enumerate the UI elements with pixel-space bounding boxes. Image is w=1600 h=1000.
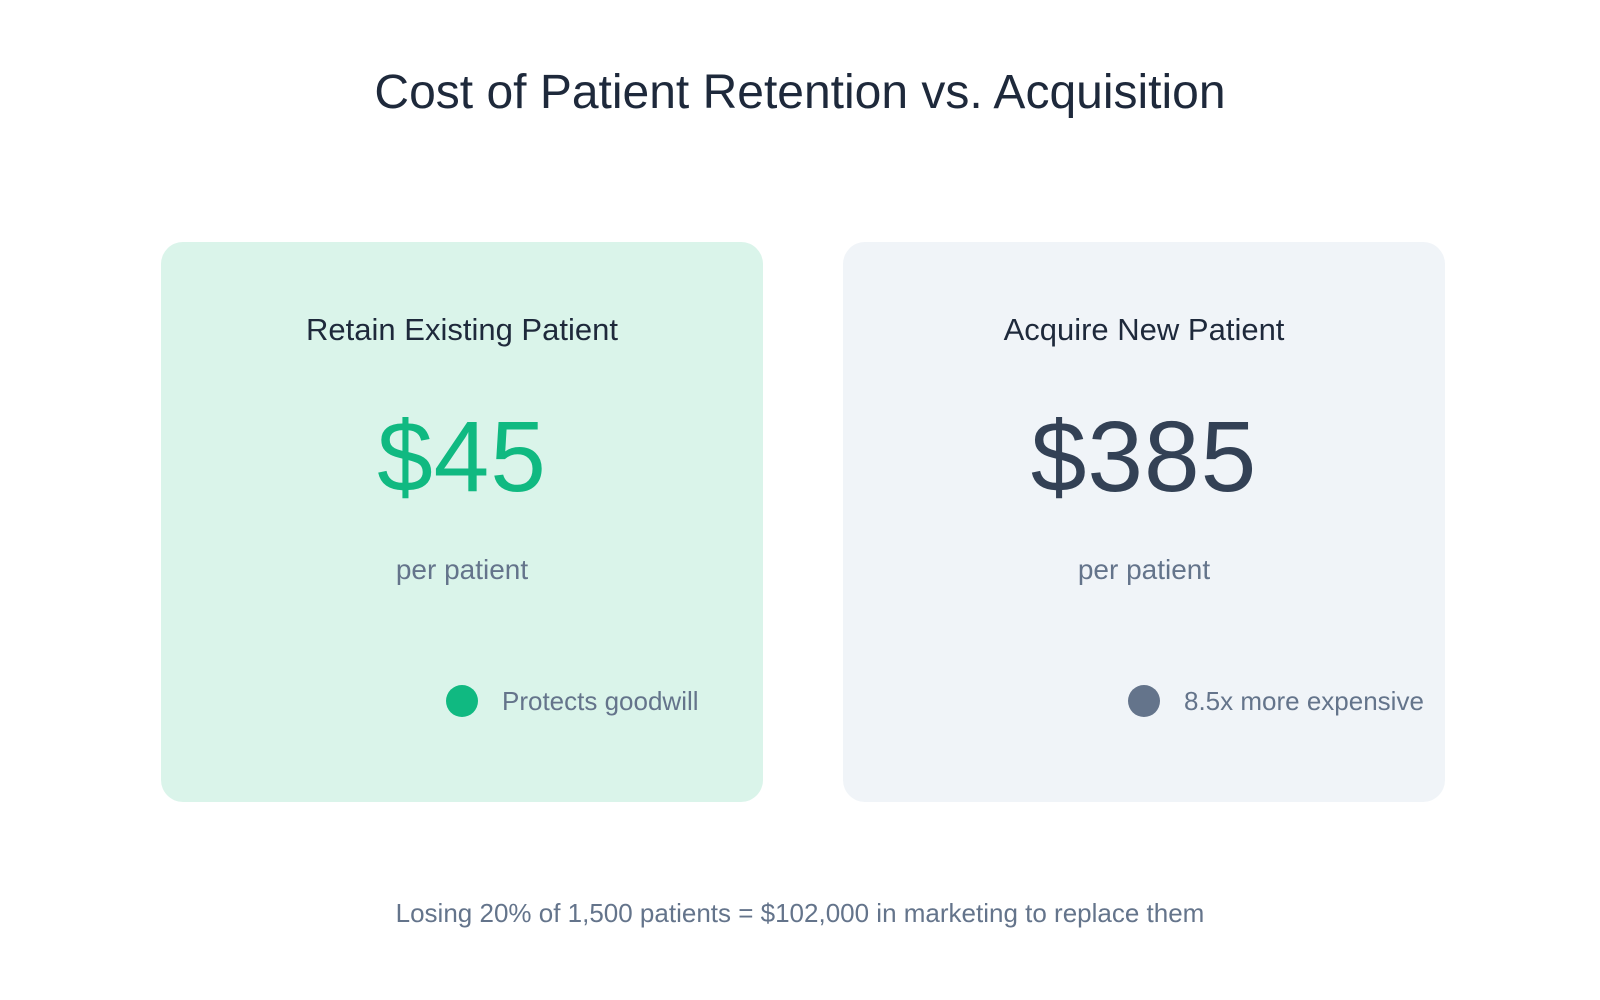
acquire-cost-value: $385	[1030, 401, 1258, 513]
retain-card: Retain Existing Patient $45 per patient …	[161, 242, 763, 802]
retain-note: Protects goodwill	[446, 683, 699, 719]
retain-cost-value: $45	[377, 401, 547, 513]
acquire-cost-unit: per patient	[1077, 554, 1211, 585]
chart-title: Cost of Patient Retention vs. Acquisitio…	[374, 66, 1226, 119]
retain-cost-unit: per patient	[395, 554, 529, 585]
acquire-note: 8.5x more expensive	[1128, 683, 1424, 719]
retain-note-text: Protects goodwill	[502, 686, 699, 716]
retain-card-title: Retain Existing Patient	[306, 312, 618, 347]
acquire-note-text: 8.5x more expensive	[1184, 686, 1424, 716]
acquire-card: Acquire New Patient $385 per patient 8.5…	[843, 242, 1445, 802]
footnote: Losing 20% of 1,500 patients = $102,000 …	[395, 898, 1205, 928]
gray-dot-icon	[1128, 685, 1160, 717]
acquire-card-title: Acquire New Patient	[1003, 312, 1285, 347]
green-dot-icon	[446, 685, 478, 717]
